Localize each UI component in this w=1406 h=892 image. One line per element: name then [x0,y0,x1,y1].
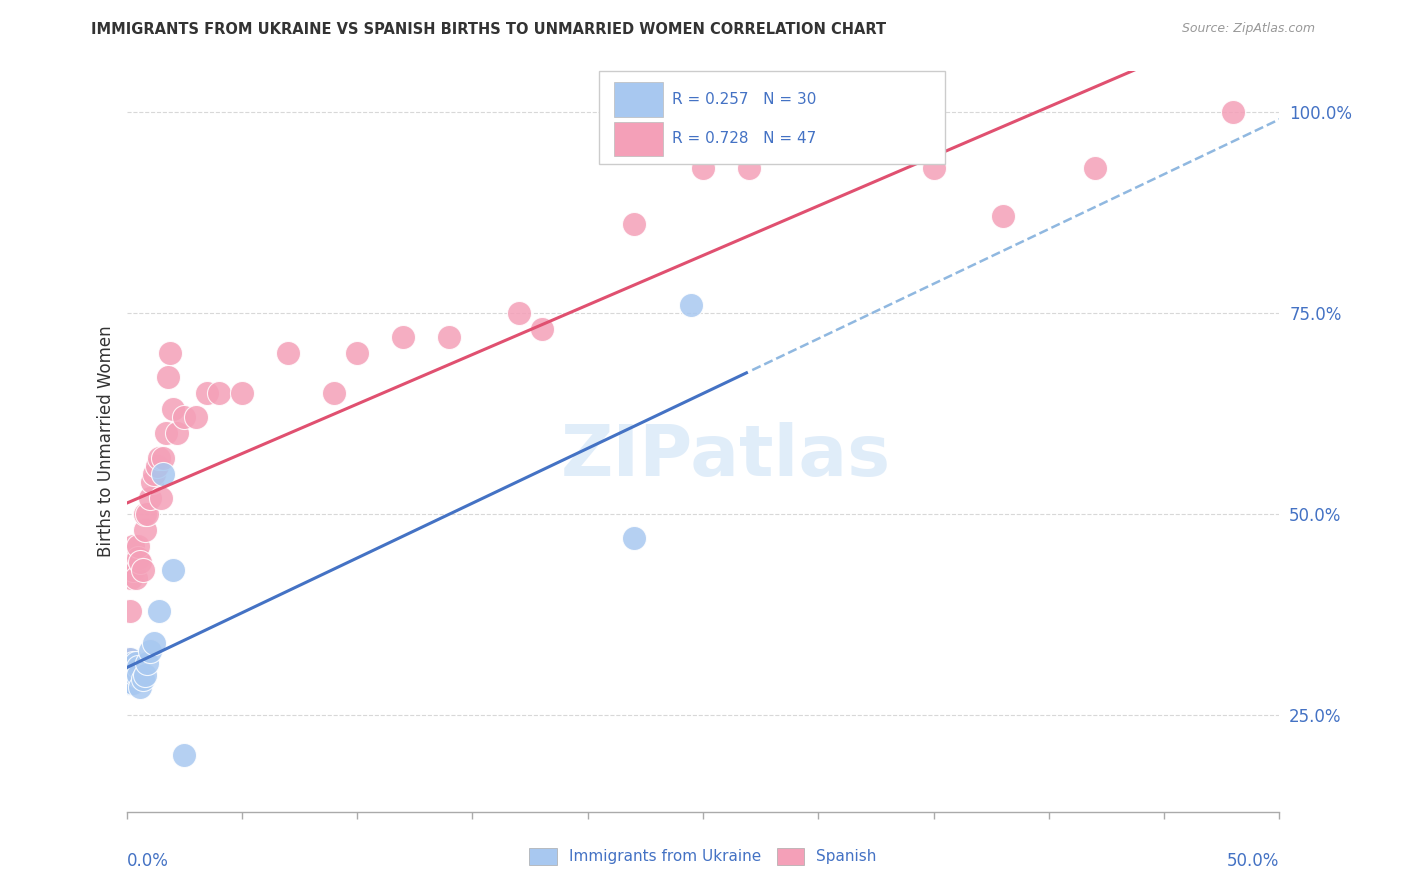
Point [145,458,167,473]
Point [131,563,153,577]
Point [807,145,830,159]
FancyBboxPatch shape [599,71,945,164]
Point [127,660,149,674]
Point [323,386,346,401]
Point [922,161,945,175]
Text: R = 0.728   N = 47: R = 0.728 N = 47 [672,131,815,146]
Point [122,539,145,553]
Point [122,668,145,682]
Point [150,491,173,505]
Point [125,656,148,670]
Point [1084,161,1107,175]
Point [129,555,152,569]
Point [231,386,253,401]
Point [122,656,145,670]
Point [392,330,415,344]
Point [530,322,553,336]
Point [118,652,141,666]
Point [136,507,159,521]
Point [991,209,1014,223]
Point [120,676,142,690]
Point [143,467,166,481]
Point [125,668,148,682]
Point [138,491,160,505]
Point [125,571,148,585]
Point [184,410,207,425]
Point [208,386,231,401]
Point [141,475,163,489]
Point [120,660,142,674]
Point [155,426,177,441]
Point [173,748,195,763]
Point [195,386,218,401]
Point [120,571,142,585]
Point [121,664,143,678]
Point [148,450,170,465]
Point [738,161,761,175]
Point [121,660,143,674]
Point [1222,104,1244,119]
FancyBboxPatch shape [614,82,662,117]
Text: Source: ZipAtlas.com: Source: ZipAtlas.com [1181,22,1315,36]
Point [277,346,299,360]
Text: 50.0%: 50.0% [1227,852,1279,870]
Text: ZIPatlas: ZIPatlas [561,422,891,491]
Point [623,531,645,545]
Point [508,306,530,320]
Point [681,298,703,312]
Point [117,676,139,690]
Point [162,563,184,577]
Point [143,636,166,650]
Point [118,660,141,674]
Text: R = 0.257   N = 30: R = 0.257 N = 30 [672,92,817,107]
Point [120,555,142,569]
FancyBboxPatch shape [614,121,662,156]
Point [129,680,152,694]
Point [118,664,141,678]
Point [122,676,145,690]
Point [131,672,153,686]
Point [173,410,195,425]
Point [117,664,139,678]
Point [692,161,714,175]
Point [439,330,461,344]
Point [122,563,145,577]
Point [136,656,159,670]
Point [152,467,174,481]
Text: 0.0%: 0.0% [127,852,169,870]
Point [134,507,156,521]
Point [134,668,156,682]
Text: IMMIGRANTS FROM UKRAINE VS SPANISH BIRTHS TO UNMARRIED WOMEN CORRELATION CHART: IMMIGRANTS FROM UKRAINE VS SPANISH BIRTH… [91,22,887,37]
Point [159,346,181,360]
Point [118,652,141,666]
Point [118,664,141,678]
Y-axis label: Births to Unmarried Women: Births to Unmarried Women [97,326,115,558]
Point [127,668,149,682]
Point [148,603,170,617]
Point [127,551,149,566]
Legend: Immigrants from Ukraine, Spanish: Immigrants from Ukraine, Spanish [523,842,883,871]
Point [118,603,141,617]
Point [134,523,156,537]
Point [346,346,368,360]
Point [157,370,180,384]
Point [117,664,139,678]
Point [623,217,645,231]
Point [152,450,174,465]
Point [166,426,188,441]
Point [162,402,184,417]
Point [127,539,149,553]
Point [138,644,160,658]
Point [118,668,141,682]
